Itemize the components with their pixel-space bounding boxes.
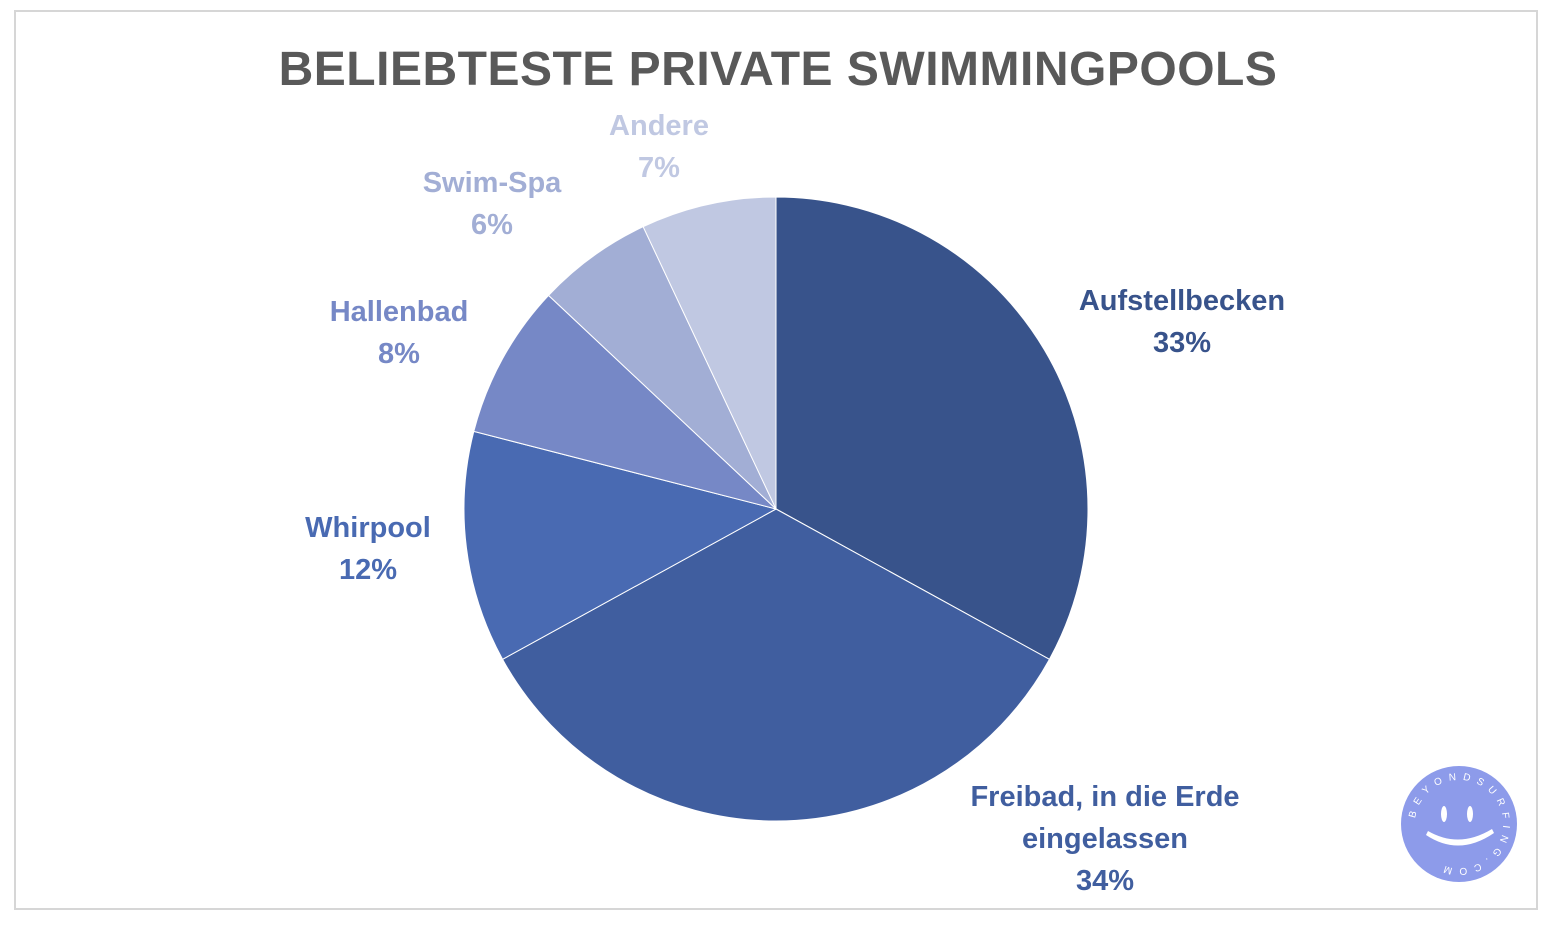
slice-name-label: Swim-Spa xyxy=(423,167,562,199)
slice-label: Andere 7% xyxy=(609,110,709,184)
slice-name-label: Freibad, in die Erde xyxy=(970,781,1239,813)
pie-slice xyxy=(775,196,1089,660)
slice-name-label: Whirpool xyxy=(305,512,431,544)
slice-label: Freibad, in die Erde eingelassen 34% xyxy=(970,781,1239,897)
slice-label: Swim-Spa 6% xyxy=(423,167,562,241)
slice-label: Hallenbad 8% xyxy=(330,296,469,370)
slice-name-label: Aufstellbecken xyxy=(1079,285,1285,317)
slice-value-label: 8% xyxy=(378,338,420,370)
pie-labels: Aufstellbecken 33% Freibad, in die Erde ein… xyxy=(305,110,1285,897)
pie-slices xyxy=(463,196,1089,822)
slice-name-label: eingelassen xyxy=(1022,823,1188,855)
pie-slice xyxy=(642,196,777,510)
pie-slice xyxy=(501,508,1051,822)
slice-value-label: 12% xyxy=(339,554,397,586)
slice-value-label: 7% xyxy=(638,152,680,184)
slice-value-label: 33% xyxy=(1153,327,1211,359)
pie-slice xyxy=(473,294,777,510)
slice-name-label: Andere xyxy=(609,110,709,142)
slice-value-label: 34% xyxy=(1076,865,1134,897)
slice-value-label: 6% xyxy=(471,209,513,241)
slice-label: Aufstellbecken 33% xyxy=(1079,285,1285,359)
slice-name-label: Hallenbad xyxy=(330,296,469,328)
pie-slice xyxy=(463,430,778,660)
slice-label: Whirpool 12% xyxy=(305,512,431,586)
chart-title: BELIEBTESTE PRIVATE SWIMMINGPOOLS xyxy=(278,43,1278,96)
smiley-surf-logo-icon: BEYONDSURFING.COM xyxy=(1401,766,1517,882)
